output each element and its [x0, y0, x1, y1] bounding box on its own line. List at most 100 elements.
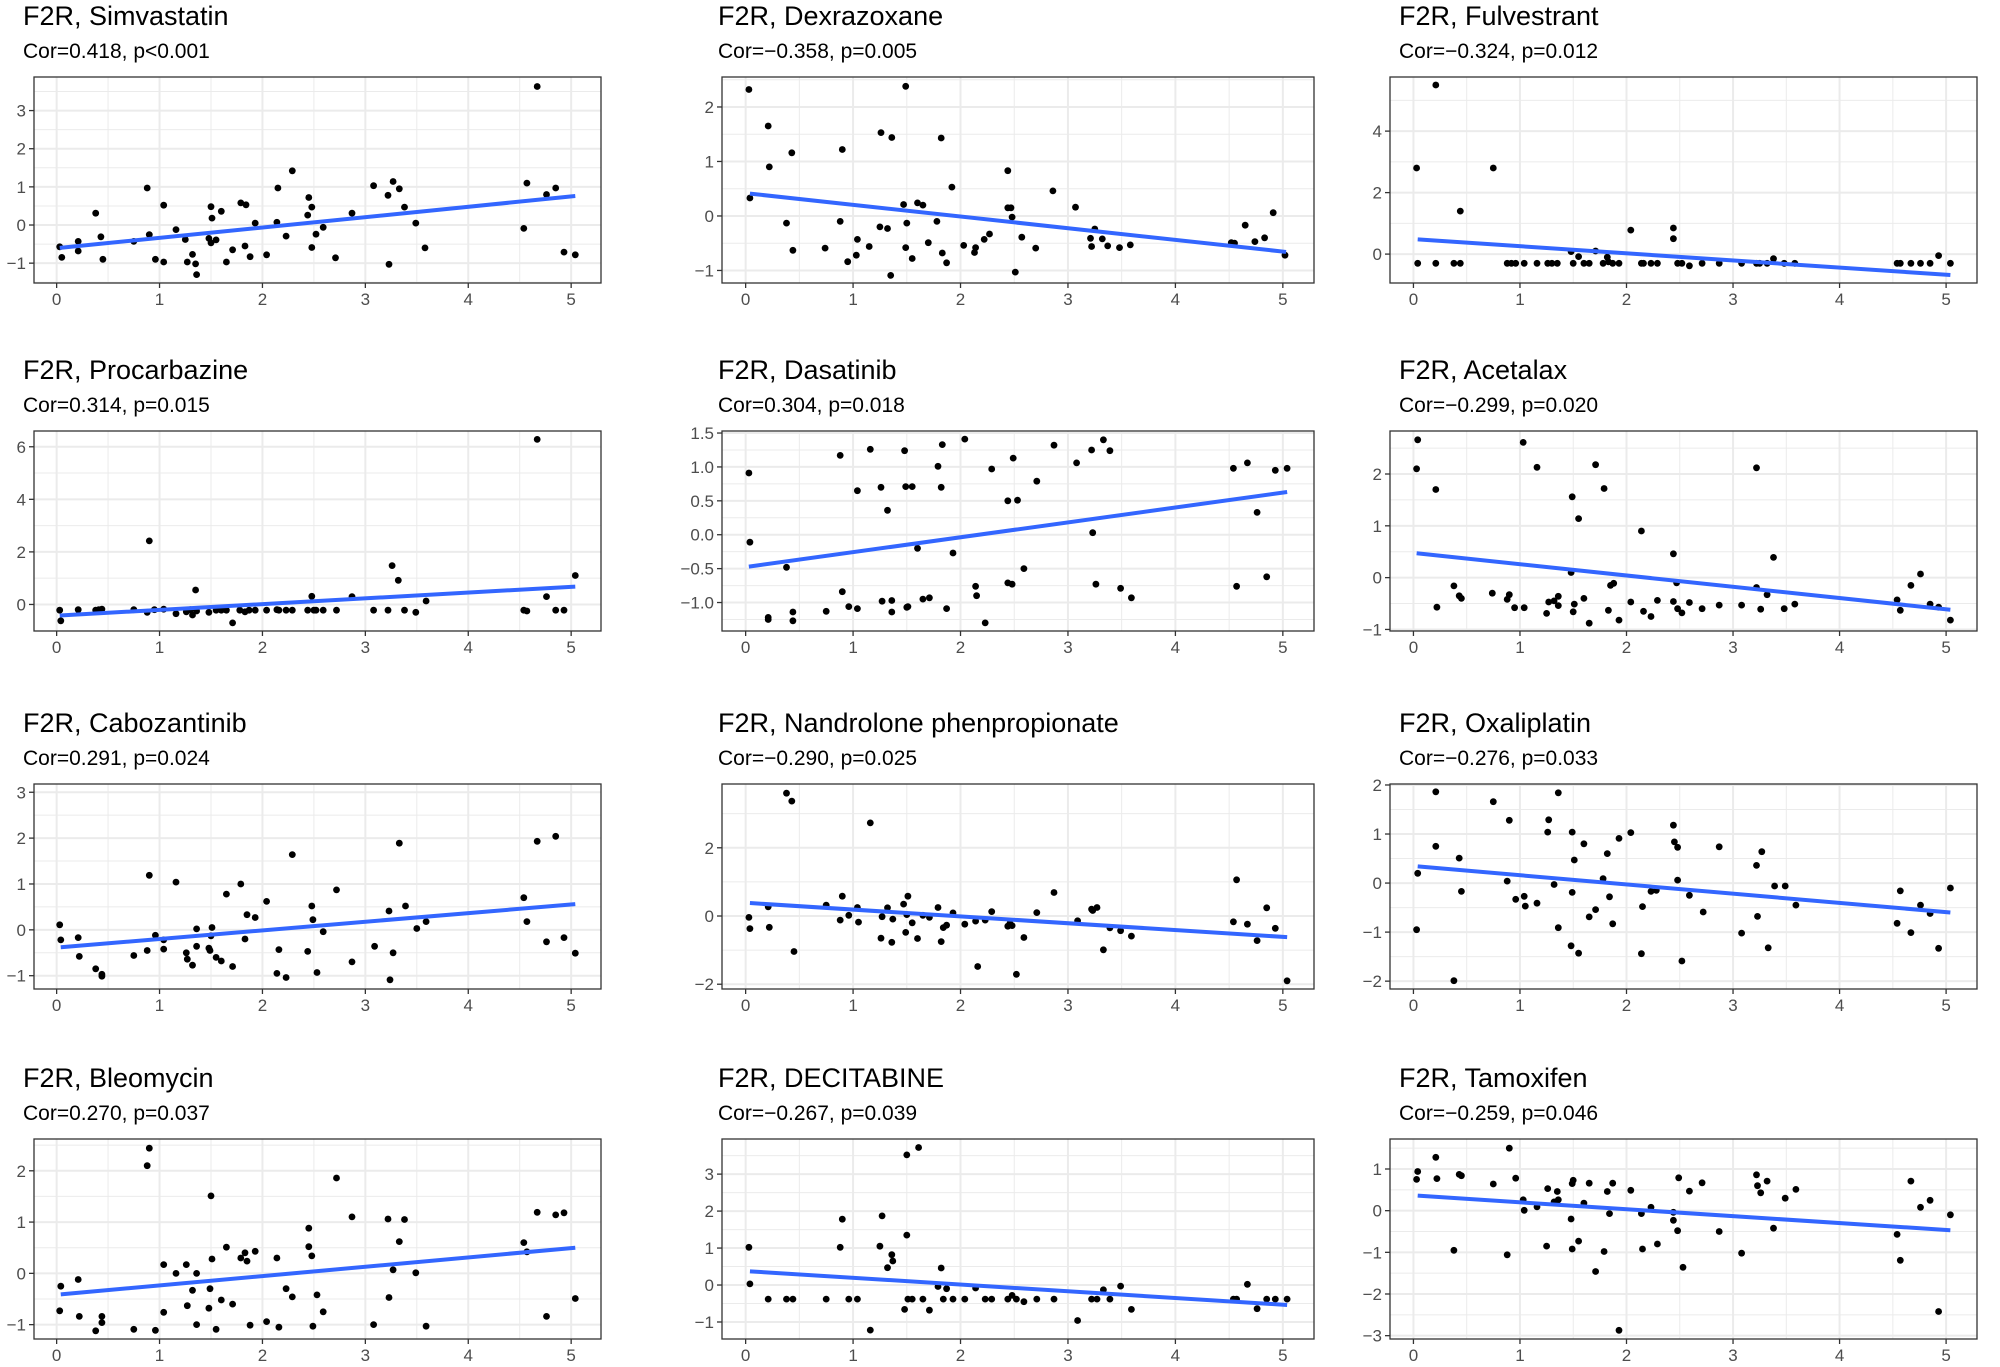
- data-point: [1543, 1242, 1550, 1250]
- data-point: [421, 244, 429, 252]
- x-tick-label: 4: [1171, 290, 1180, 309]
- data-point: [1020, 1298, 1028, 1306]
- data-point: [1753, 862, 1760, 869]
- data-point: [1699, 908, 1707, 916]
- x-tick-label: 3: [1728, 1346, 1737, 1365]
- data-point: [960, 242, 968, 249]
- data-point: [98, 1319, 106, 1326]
- y-tick-label: 2: [17, 543, 26, 562]
- data-point: [1896, 887, 1904, 895]
- data-point: [237, 199, 245, 207]
- data-point: [908, 919, 916, 927]
- data-point: [961, 435, 969, 443]
- data-point: [282, 232, 290, 240]
- data-point: [160, 1308, 168, 1316]
- data-point: [878, 597, 886, 605]
- data-point: [229, 963, 237, 970]
- data-point: [1087, 234, 1094, 242]
- y-tick-label: −1: [7, 254, 26, 273]
- data-point: [943, 605, 950, 612]
- y-tick-label: −2: [695, 975, 714, 994]
- data-point: [1606, 893, 1613, 901]
- y-tick-label: 2: [17, 1162, 26, 1181]
- data-point: [981, 619, 989, 627]
- data-point: [1049, 187, 1057, 195]
- data-point: [243, 911, 251, 919]
- data-point: [884, 904, 891, 912]
- y-tick-label: −0.5: [680, 560, 714, 579]
- data-point: [242, 201, 250, 209]
- data-point: [288, 851, 296, 858]
- data-point: [57, 617, 65, 625]
- x-tick-label: 5: [1278, 290, 1287, 309]
- data-point: [1521, 902, 1529, 910]
- data-point: [98, 1313, 106, 1320]
- scatter-panel: F2R, Cabozantinib Cor=0.291, p=0.024 0 1 2 3 4…: [7, 708, 602, 1015]
- y-tick-label: 1: [1373, 825, 1382, 844]
- x-tick-label: 2: [258, 638, 267, 657]
- panel-subtitle: Cor=−0.290, p=0.025: [718, 747, 917, 770]
- data-point: [904, 603, 912, 610]
- panel-border: [1389, 76, 1978, 284]
- data-point: [223, 606, 230, 614]
- x-tick-label: 2: [956, 996, 965, 1015]
- data-point: [385, 907, 393, 915]
- data-point: [1244, 1280, 1251, 1288]
- y-tick-label: 2: [705, 98, 714, 117]
- y-tick-label: −1: [7, 1316, 26, 1335]
- data-point: [1715, 843, 1723, 851]
- y-tick-label: 0: [1373, 874, 1382, 893]
- data-point: [205, 1304, 213, 1312]
- y-tick-label: −1: [1363, 1243, 1382, 1262]
- data-point: [903, 1151, 911, 1159]
- panel-background: [722, 77, 1314, 283]
- data-point: [1569, 259, 1577, 267]
- data-point: [1575, 515, 1582, 522]
- data-point: [1896, 259, 1904, 267]
- panel-subtitle: Cor=0.418, p<0.001: [23, 40, 210, 63]
- data-point: [1764, 944, 1772, 952]
- data-point: [92, 209, 100, 217]
- x-tick-label: 2: [258, 290, 267, 309]
- data-point: [385, 260, 393, 268]
- data-point: [908, 255, 916, 262]
- data-point: [304, 606, 312, 614]
- regression-line: [1417, 864, 1951, 915]
- panel-title: F2R, DECITABINE: [718, 1063, 944, 1093]
- data-point: [1640, 607, 1647, 615]
- data-point: [1554, 1196, 1562, 1204]
- data-point: [1433, 1175, 1441, 1182]
- data-point: [385, 1294, 393, 1301]
- data-point: [1244, 459, 1251, 467]
- data-point: [1654, 597, 1661, 604]
- data-point: [1698, 1179, 1706, 1187]
- data-point: [844, 258, 852, 266]
- data-point: [246, 1321, 254, 1329]
- data-point: [58, 254, 66, 261]
- data-point: [854, 1295, 861, 1303]
- data-point: [1647, 888, 1655, 895]
- data-point: [1263, 1295, 1271, 1303]
- data-point: [75, 1313, 83, 1320]
- data-point: [764, 1295, 772, 1303]
- data-point: [1917, 901, 1924, 909]
- data-point: [948, 183, 956, 191]
- data-point: [919, 595, 927, 603]
- data-point: [1032, 244, 1040, 252]
- data-point: [560, 606, 568, 614]
- data-point: [1639, 1245, 1646, 1253]
- y-tick-label: −2: [1363, 972, 1382, 991]
- data-point: [1674, 843, 1681, 851]
- data-point: [1116, 244, 1123, 252]
- data-point: [1544, 828, 1552, 836]
- data-point: [319, 223, 327, 231]
- data-point: [371, 942, 378, 950]
- data-point: [1554, 789, 1562, 797]
- scatter-panel: F2R, Procarbazine Cor=0.314, p=0.015 0 1 2 3 4…: [17, 355, 602, 657]
- panel-background: [34, 431, 601, 631]
- data-point: [1261, 234, 1268, 242]
- data-point: [1073, 459, 1080, 467]
- data-point: [1567, 942, 1575, 950]
- data-point: [1550, 881, 1558, 888]
